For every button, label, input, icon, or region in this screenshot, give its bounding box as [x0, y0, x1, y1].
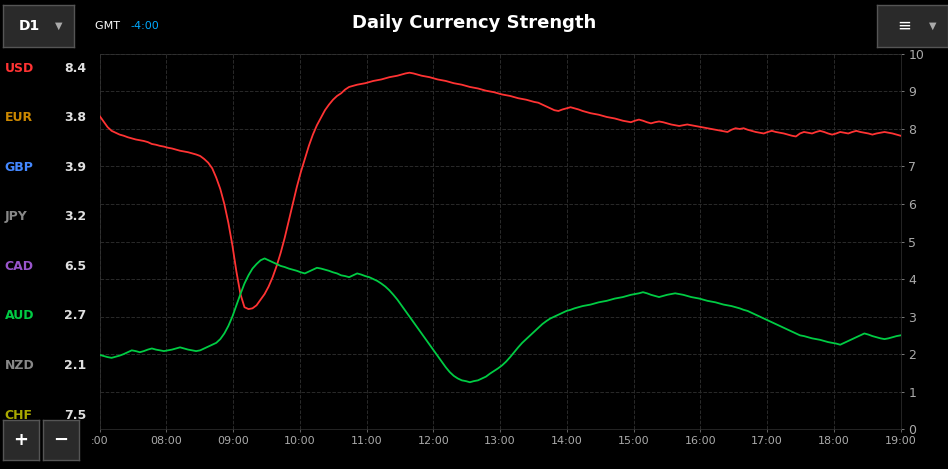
- Text: ≡: ≡: [897, 17, 911, 35]
- Text: USD: USD: [5, 61, 34, 75]
- Text: 8.4: 8.4: [64, 61, 86, 75]
- Text: 3.2: 3.2: [64, 210, 86, 223]
- Text: EUR: EUR: [5, 111, 33, 124]
- Text: GMT: GMT: [95, 21, 123, 31]
- Text: 3.9: 3.9: [64, 161, 86, 174]
- Text: CHF: CHF: [5, 408, 33, 422]
- Text: 2.7: 2.7: [64, 310, 86, 322]
- Text: 7.5: 7.5: [64, 408, 86, 422]
- Text: ▼: ▼: [929, 21, 936, 31]
- Text: 3.8: 3.8: [64, 111, 86, 124]
- Text: ▼: ▼: [55, 21, 62, 31]
- Text: +: +: [13, 431, 28, 449]
- Text: GBP: GBP: [5, 161, 33, 174]
- Text: CAD: CAD: [5, 260, 34, 273]
- Text: 6.5: 6.5: [64, 260, 86, 273]
- Text: Daily Currency Strength: Daily Currency Strength: [352, 14, 596, 32]
- Text: −: −: [53, 431, 68, 449]
- Text: D1: D1: [19, 19, 41, 33]
- Text: JPY: JPY: [5, 210, 27, 223]
- Text: 2.1: 2.1: [64, 359, 86, 372]
- Text: -4:00: -4:00: [131, 21, 159, 31]
- Text: NZD: NZD: [5, 359, 34, 372]
- Text: AUD: AUD: [5, 310, 34, 322]
